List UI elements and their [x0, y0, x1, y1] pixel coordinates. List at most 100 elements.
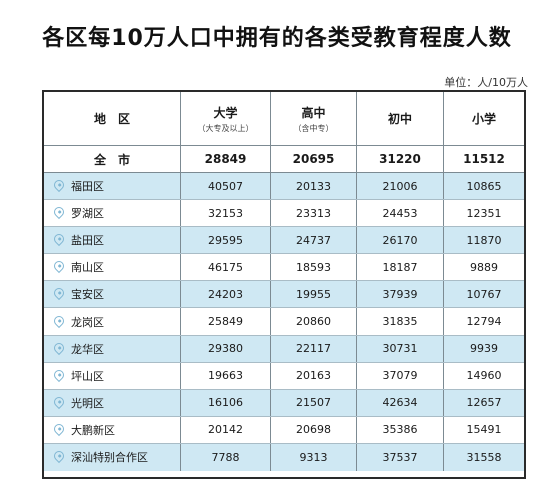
header-highschool: 高中 （含中专） — [270, 92, 356, 145]
cell-highschool: 20860 — [270, 308, 356, 335]
cell-primary: 14960 — [443, 362, 524, 389]
cell-middle: 37939 — [356, 281, 443, 308]
location-pin-icon — [51, 205, 67, 220]
cell-primary: 12351 — [443, 200, 524, 227]
location-pin-icon — [51, 286, 67, 301]
page-title: 各区每10万人口中拥有的各类受教育程度人数 — [42, 26, 512, 51]
cell-highschool: 18593 — [270, 254, 356, 281]
cell-text: 40507 — [208, 179, 243, 193]
location-pin-icon — [51, 394, 67, 409]
cell-primary: 12794 — [443, 308, 524, 335]
cell-text: 24737 — [296, 233, 331, 247]
cell-text: 9313 — [299, 450, 328, 464]
cell-text: 盐田区 — [71, 234, 104, 248]
cell-highschool: 9313 — [270, 443, 356, 472]
location-pin-icon — [51, 421, 67, 436]
cell-primary: 15491 — [443, 416, 524, 443]
cell-text: 25849 — [208, 315, 243, 329]
cell-text: 29595 — [208, 233, 243, 247]
cell-name: 罗湖区 — [44, 200, 180, 226]
table-row: 龙华区 29380 22117 30731 9939 — [44, 335, 524, 363]
cell-primary: 10767 — [443, 281, 524, 308]
cell-text: 19955 — [296, 287, 331, 301]
cell-text: 18187 — [382, 260, 418, 274]
cell-highschool: 20163 — [270, 362, 356, 389]
education-table: 地 区 大学 （大专及以上） 高中 （含中专） 初中 小学 全 市 28849 20… — [42, 90, 526, 479]
cell-university: 25849 — [180, 308, 270, 335]
cell-text: 20142 — [208, 423, 243, 437]
total-highschool: 20695 — [270, 146, 356, 172]
cell-text: 20860 — [296, 315, 331, 329]
cell-text: 龙华区 — [71, 342, 104, 356]
cell-highschool: 19955 — [270, 281, 356, 308]
unit-label: 单位：人/10万人 — [444, 76, 528, 89]
cell-text: 42634 — [382, 396, 418, 410]
cell-middle: 37079 — [356, 362, 443, 389]
location-pin-icon — [51, 313, 67, 328]
cell-text: 19663 — [208, 369, 243, 383]
cell-name: 宝安区 — [44, 281, 180, 307]
header-middle: 初中 — [356, 92, 443, 145]
total-name: 全 市 — [93, 152, 130, 167]
cell-university: 46175 — [180, 254, 270, 281]
cell-university: 24203 — [180, 281, 270, 308]
cell-name: 深汕特别合作区 — [44, 444, 180, 471]
cell-middle: 37537 — [356, 443, 443, 472]
cell-text: 37079 — [382, 369, 418, 383]
cell-text: 12657 — [466, 396, 502, 410]
cell-university: 19663 — [180, 362, 270, 389]
cell-middle: 18187 — [356, 254, 443, 281]
table-row: 罗湖区 32153 23313 24453 12351 — [44, 200, 524, 228]
table-row: 南山区 46175 18593 18187 9889 — [44, 254, 524, 282]
cell-middle: 31835 — [356, 308, 443, 335]
cell-university: 32153 — [180, 200, 270, 227]
cell-text: 大鹏新区 — [71, 423, 115, 437]
cell-primary: 10865 — [443, 173, 524, 200]
cell-text: 罗湖区 — [71, 207, 104, 221]
cell-highschool: 20133 — [270, 173, 356, 200]
cell-university: 20142 — [180, 416, 270, 443]
header-university: 大学 （大专及以上） — [180, 92, 270, 145]
cell-name: 福田区 — [44, 173, 180, 199]
cell-text: 35386 — [382, 423, 418, 437]
table-row: 坪山区 19663 20163 37079 14960 — [44, 362, 524, 390]
cell-primary: 9939 — [443, 335, 524, 362]
cell-name: 南山区 — [44, 254, 180, 280]
cell-text: 龙岗区 — [71, 315, 104, 329]
cell-text: 46175 — [208, 260, 243, 274]
table-row: 宝安区 24203 19955 37939 10767 — [44, 281, 524, 309]
table-row: 龙岗区 25849 20860 31835 12794 — [44, 308, 524, 336]
cell-text: 16106 — [208, 396, 243, 410]
header-primary: 小学 — [443, 92, 524, 145]
total-middle: 31220 — [356, 146, 443, 172]
cell-text: 深汕特别合作区 — [71, 451, 148, 465]
cell-name: 龙华区 — [44, 336, 180, 362]
cell-text: 9939 — [470, 342, 498, 356]
table-row: 光明区 16106 21507 42634 12657 — [44, 389, 524, 417]
cell-primary: 31558 — [443, 443, 524, 472]
cell-text: 10865 — [466, 179, 502, 193]
cell-text: 14960 — [466, 369, 502, 383]
cell-name: 盐田区 — [44, 227, 180, 253]
cell-university: 40507 — [180, 173, 270, 200]
cell-middle: 21006 — [356, 173, 443, 200]
cell-text: 29380 — [208, 342, 243, 356]
cell-text: 24453 — [382, 206, 418, 220]
cell-middle: 24453 — [356, 200, 443, 227]
cell-text: 18593 — [296, 260, 331, 274]
cell-text: 26170 — [382, 233, 418, 247]
cell-text: 12351 — [466, 206, 502, 220]
cell-text: 南山区 — [71, 261, 104, 275]
cell-text: 23313 — [296, 206, 331, 220]
cell-text: 10767 — [466, 287, 502, 301]
cell-text: 9889 — [470, 260, 498, 274]
cell-primary: 12657 — [443, 389, 524, 416]
cell-text: 20698 — [296, 423, 331, 437]
cell-university: 29595 — [180, 227, 270, 254]
table-row: 福田区 40507 20133 21006 10865 — [44, 173, 524, 201]
location-pin-icon — [51, 177, 67, 193]
cell-name: 龙岗区 — [44, 308, 180, 334]
cell-highschool: 22117 — [270, 335, 356, 362]
cell-name: 坪山区 — [44, 363, 180, 389]
header-region: 地 区 — [93, 112, 130, 126]
